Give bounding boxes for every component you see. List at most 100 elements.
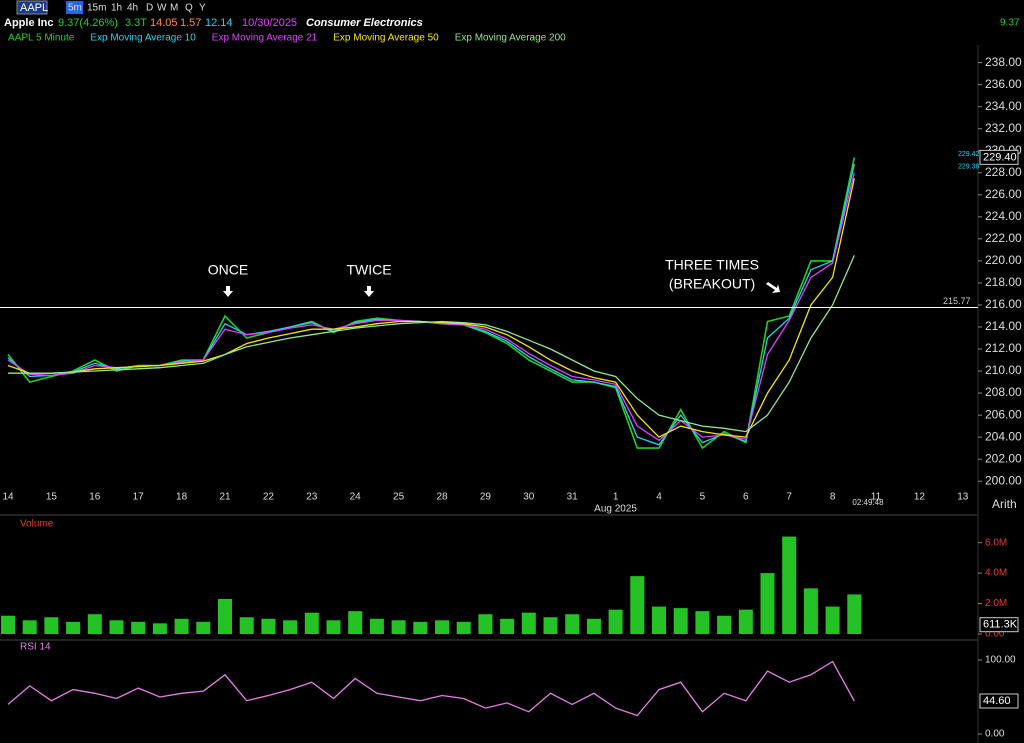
arrow: [223, 286, 233, 297]
interval-button[interactable]: 5m: [68, 3, 82, 14]
stat: 1.57: [180, 17, 201, 29]
interval-button[interactable]: D: [146, 3, 153, 14]
x-tick-label: 13: [957, 492, 969, 503]
x-tick-label: 1: [613, 492, 619, 503]
volume-bar: [326, 620, 341, 634]
x-tick-label: 4: [656, 492, 662, 503]
volume-bar: [543, 617, 558, 634]
legend-entry[interactable]: Exp Moving Average 10: [90, 33, 196, 44]
x-tick-label: 31: [567, 492, 579, 503]
volume-bar: [131, 621, 146, 634]
legend-entry[interactable]: Exp Moving Average 50: [333, 33, 439, 44]
volume-bar: [261, 618, 276, 634]
legend-entry[interactable]: Exp Moving Average 21: [212, 33, 318, 44]
y-tick-label: 212.00: [985, 341, 1022, 355]
volume-bar: [521, 612, 536, 634]
y-tick-label: 0.00: [985, 729, 1005, 740]
symbol[interactable]: AAPL: [20, 2, 48, 14]
series-line: [7, 660, 855, 717]
volume-bar: [673, 608, 688, 634]
x-tick-label: 6: [743, 492, 749, 503]
volume-bar: [304, 612, 319, 634]
volume-bar: [66, 621, 81, 634]
x-sublabel: Aug 2025: [594, 504, 637, 515]
x-tick-label: 12: [914, 492, 926, 503]
y-tick-label: 208.00: [985, 385, 1022, 399]
volume-bar: [87, 614, 102, 634]
bid-label: 229.42: [958, 151, 980, 158]
last-value-box: [979, 149, 1019, 165]
interval-button[interactable]: 1h: [111, 3, 122, 14]
scale-label: Arith: [992, 497, 1017, 511]
stat: 14.05: [150, 17, 178, 29]
last-value-label: 44.60: [983, 695, 1011, 707]
x-tick-label: 23: [306, 492, 318, 503]
y-tick-label: 216.00: [985, 297, 1022, 311]
x-tick-label: 28: [436, 492, 448, 503]
y-tick-label: 222.00: [985, 231, 1022, 245]
volume-bar: [478, 614, 493, 634]
y-tick-label: 236.00: [985, 77, 1022, 91]
price-change: 9.37(4.26%): [58, 17, 118, 29]
panel-title: RSI 14: [20, 642, 51, 653]
x-tick-label: 17: [133, 492, 145, 503]
y-tick-label: 4.0M: [985, 568, 1007, 579]
y-tick-label: 202.00: [985, 451, 1022, 465]
x-tick-label: 16: [89, 492, 101, 503]
volume-bar: [717, 615, 732, 634]
volume-bar: [456, 621, 471, 634]
legend-entry[interactable]: Exp Moving Average 200: [455, 33, 566, 44]
volume-bar: [435, 620, 449, 634]
volume-bar: [413, 621, 428, 634]
series-line: [8, 255, 855, 433]
interval-button[interactable]: Q: [185, 3, 193, 14]
stat: 12.14: [205, 17, 233, 29]
y-tick-label: 218.00: [985, 275, 1022, 289]
volume-bar: [630, 576, 645, 634]
volume-bar: [152, 623, 167, 634]
volume-bar: [1, 615, 15, 634]
x-tick-label: 30: [523, 492, 535, 503]
interval-button[interactable]: 15m: [87, 3, 106, 14]
volume-bar: [738, 609, 753, 634]
y-tick-label: 204.00: [985, 429, 1022, 443]
volume-bar: [608, 609, 623, 634]
volume-bar: [803, 588, 818, 634]
date: 10/30/2025: [242, 17, 297, 29]
interval-button[interactable]: Y: [199, 3, 206, 14]
right-change: 9.37: [1000, 18, 1020, 29]
interval-button[interactable]: W: [157, 3, 167, 14]
y-tick-label: 228.00: [985, 165, 1022, 179]
volume-bar: [391, 620, 406, 634]
last-value-label: 611.3K: [983, 619, 1018, 631]
symbol-box[interactable]: [16, 0, 48, 15]
last-value-label: 229.40: [983, 151, 1017, 163]
volume-bar: [586, 618, 601, 634]
volume-bar: [760, 573, 775, 634]
x-tick-label: 21: [219, 492, 231, 503]
legend-entry[interactable]: AAPL 5 Minute: [8, 33, 75, 44]
volume-bar: [283, 620, 298, 634]
x-tick-label: 25: [393, 492, 405, 503]
y-tick-label: 2.0M: [985, 598, 1007, 609]
y-tick-label: 214.00: [985, 319, 1022, 333]
y-tick-label: 0.00: [985, 629, 1005, 640]
volume-bar: [847, 594, 862, 634]
x-tick-label: 5: [700, 492, 706, 503]
volume-bar: [348, 611, 363, 634]
y-tick-label: 220.00: [985, 253, 1022, 267]
level-label: 215.77: [943, 296, 971, 306]
volume-bar: [500, 618, 515, 634]
volume-bar: [109, 620, 124, 634]
last-value-box: [979, 693, 1019, 709]
x-tick-label: 7: [786, 492, 792, 503]
annotation: (BREAKOUT): [669, 276, 755, 292]
volume-bar: [196, 621, 211, 634]
interval-button[interactable]: 4h: [127, 3, 138, 14]
sector: Consumer Electronics: [306, 17, 423, 29]
x-tick-label: 8: [830, 492, 836, 503]
x-tick-label: 18: [176, 492, 188, 503]
interval-button[interactable]: M: [170, 3, 178, 14]
